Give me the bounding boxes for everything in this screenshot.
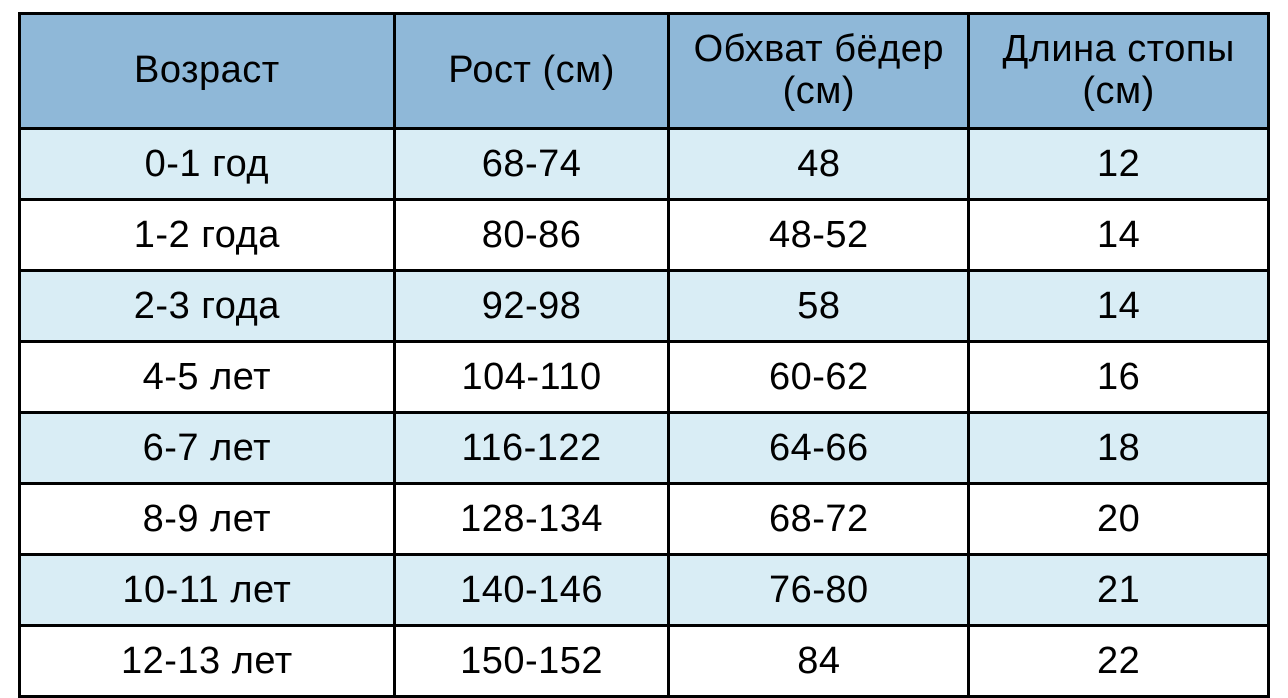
- table-cell: 140-146: [394, 555, 669, 626]
- table-cell: 68-74: [394, 129, 669, 200]
- table-cell: 18: [969, 413, 1269, 484]
- table-cell: 104-110: [394, 342, 669, 413]
- table-cell: 84: [669, 626, 969, 697]
- col-header: Возраст: [20, 14, 395, 129]
- table-cell: 22: [969, 626, 1269, 697]
- table-row: 12-13 лет150-1528422: [20, 626, 1269, 697]
- table-cell: 1-2 года: [20, 200, 395, 271]
- table-cell: 0-1 год: [20, 129, 395, 200]
- table-row: 4-5 лет104-11060-6216: [20, 342, 1269, 413]
- table-cell: 8-9 лет: [20, 484, 395, 555]
- size-chart-table: ВозрастРост (см)Обхват бёдер (см)Длина с…: [18, 12, 1270, 698]
- table-cell: 12: [969, 129, 1269, 200]
- size-chart-container: ВозрастРост (см)Обхват бёдер (см)Длина с…: [0, 0, 1288, 664]
- table-cell: 10-11 лет: [20, 555, 395, 626]
- col-header: Рост (см): [394, 14, 669, 129]
- table-row: 2-3 года92-985814: [20, 271, 1269, 342]
- col-header: Обхват бёдер (см): [669, 14, 969, 129]
- table-cell: 20: [969, 484, 1269, 555]
- table-header-row: ВозрастРост (см)Обхват бёдер (см)Длина с…: [20, 14, 1269, 129]
- table-cell: 2-3 года: [20, 271, 395, 342]
- table-cell: 12-13 лет: [20, 626, 395, 697]
- table-cell: 58: [669, 271, 969, 342]
- table-row: 6-7 лет116-12264-6618: [20, 413, 1269, 484]
- table-cell: 128-134: [394, 484, 669, 555]
- table-cell: 80-86: [394, 200, 669, 271]
- table-cell: 48-52: [669, 200, 969, 271]
- table-cell: 14: [969, 200, 1269, 271]
- table-row: 1-2 года80-8648-5214: [20, 200, 1269, 271]
- table-cell: 116-122: [394, 413, 669, 484]
- table-cell: 68-72: [669, 484, 969, 555]
- table-cell: 150-152: [394, 626, 669, 697]
- table-cell: 6-7 лет: [20, 413, 395, 484]
- table-cell: 21: [969, 555, 1269, 626]
- table-cell: 92-98: [394, 271, 669, 342]
- table-row: 8-9 лет128-13468-7220: [20, 484, 1269, 555]
- table-cell: 16: [969, 342, 1269, 413]
- table-row: 0-1 год68-744812: [20, 129, 1269, 200]
- col-header: Длина стопы (см): [969, 14, 1269, 129]
- table-cell: 4-5 лет: [20, 342, 395, 413]
- table-row: 10-11 лет140-14676-8021: [20, 555, 1269, 626]
- table-cell: 64-66: [669, 413, 969, 484]
- table-cell: 48: [669, 129, 969, 200]
- table-cell: 60-62: [669, 342, 969, 413]
- table-cell: 14: [969, 271, 1269, 342]
- table-cell: 76-80: [669, 555, 969, 626]
